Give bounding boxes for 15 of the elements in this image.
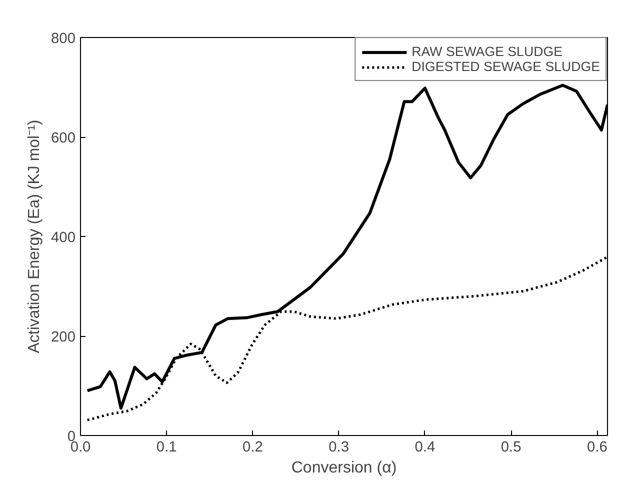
x-tick-label: 0.4: [414, 440, 436, 456]
x-tick-label: 0.3: [328, 440, 350, 456]
x-tick-label: 0.0: [70, 440, 91, 456]
y-tick-label: 400: [51, 230, 76, 246]
y-tick-label: 200: [51, 330, 76, 346]
x-tick-label: 0.6: [586, 440, 608, 456]
x-axis-title: Conversion (α): [291, 460, 397, 476]
x-tick-label: 0.1: [156, 440, 177, 456]
legend-label: DIGESTED SEWAGE SLUDGE: [412, 59, 600, 74]
y-axis-title: Activation Energy (Ea) (KJ mol⁻¹): [26, 120, 44, 354]
x-tick-label: 0.2: [242, 440, 263, 456]
legend-label: RAW SEWAGE SLUDGE: [412, 44, 562, 59]
x-tick-label: 0.5: [500, 440, 522, 456]
y-tick-label: 600: [51, 130, 76, 146]
y-tick-label: 800: [51, 31, 76, 47]
